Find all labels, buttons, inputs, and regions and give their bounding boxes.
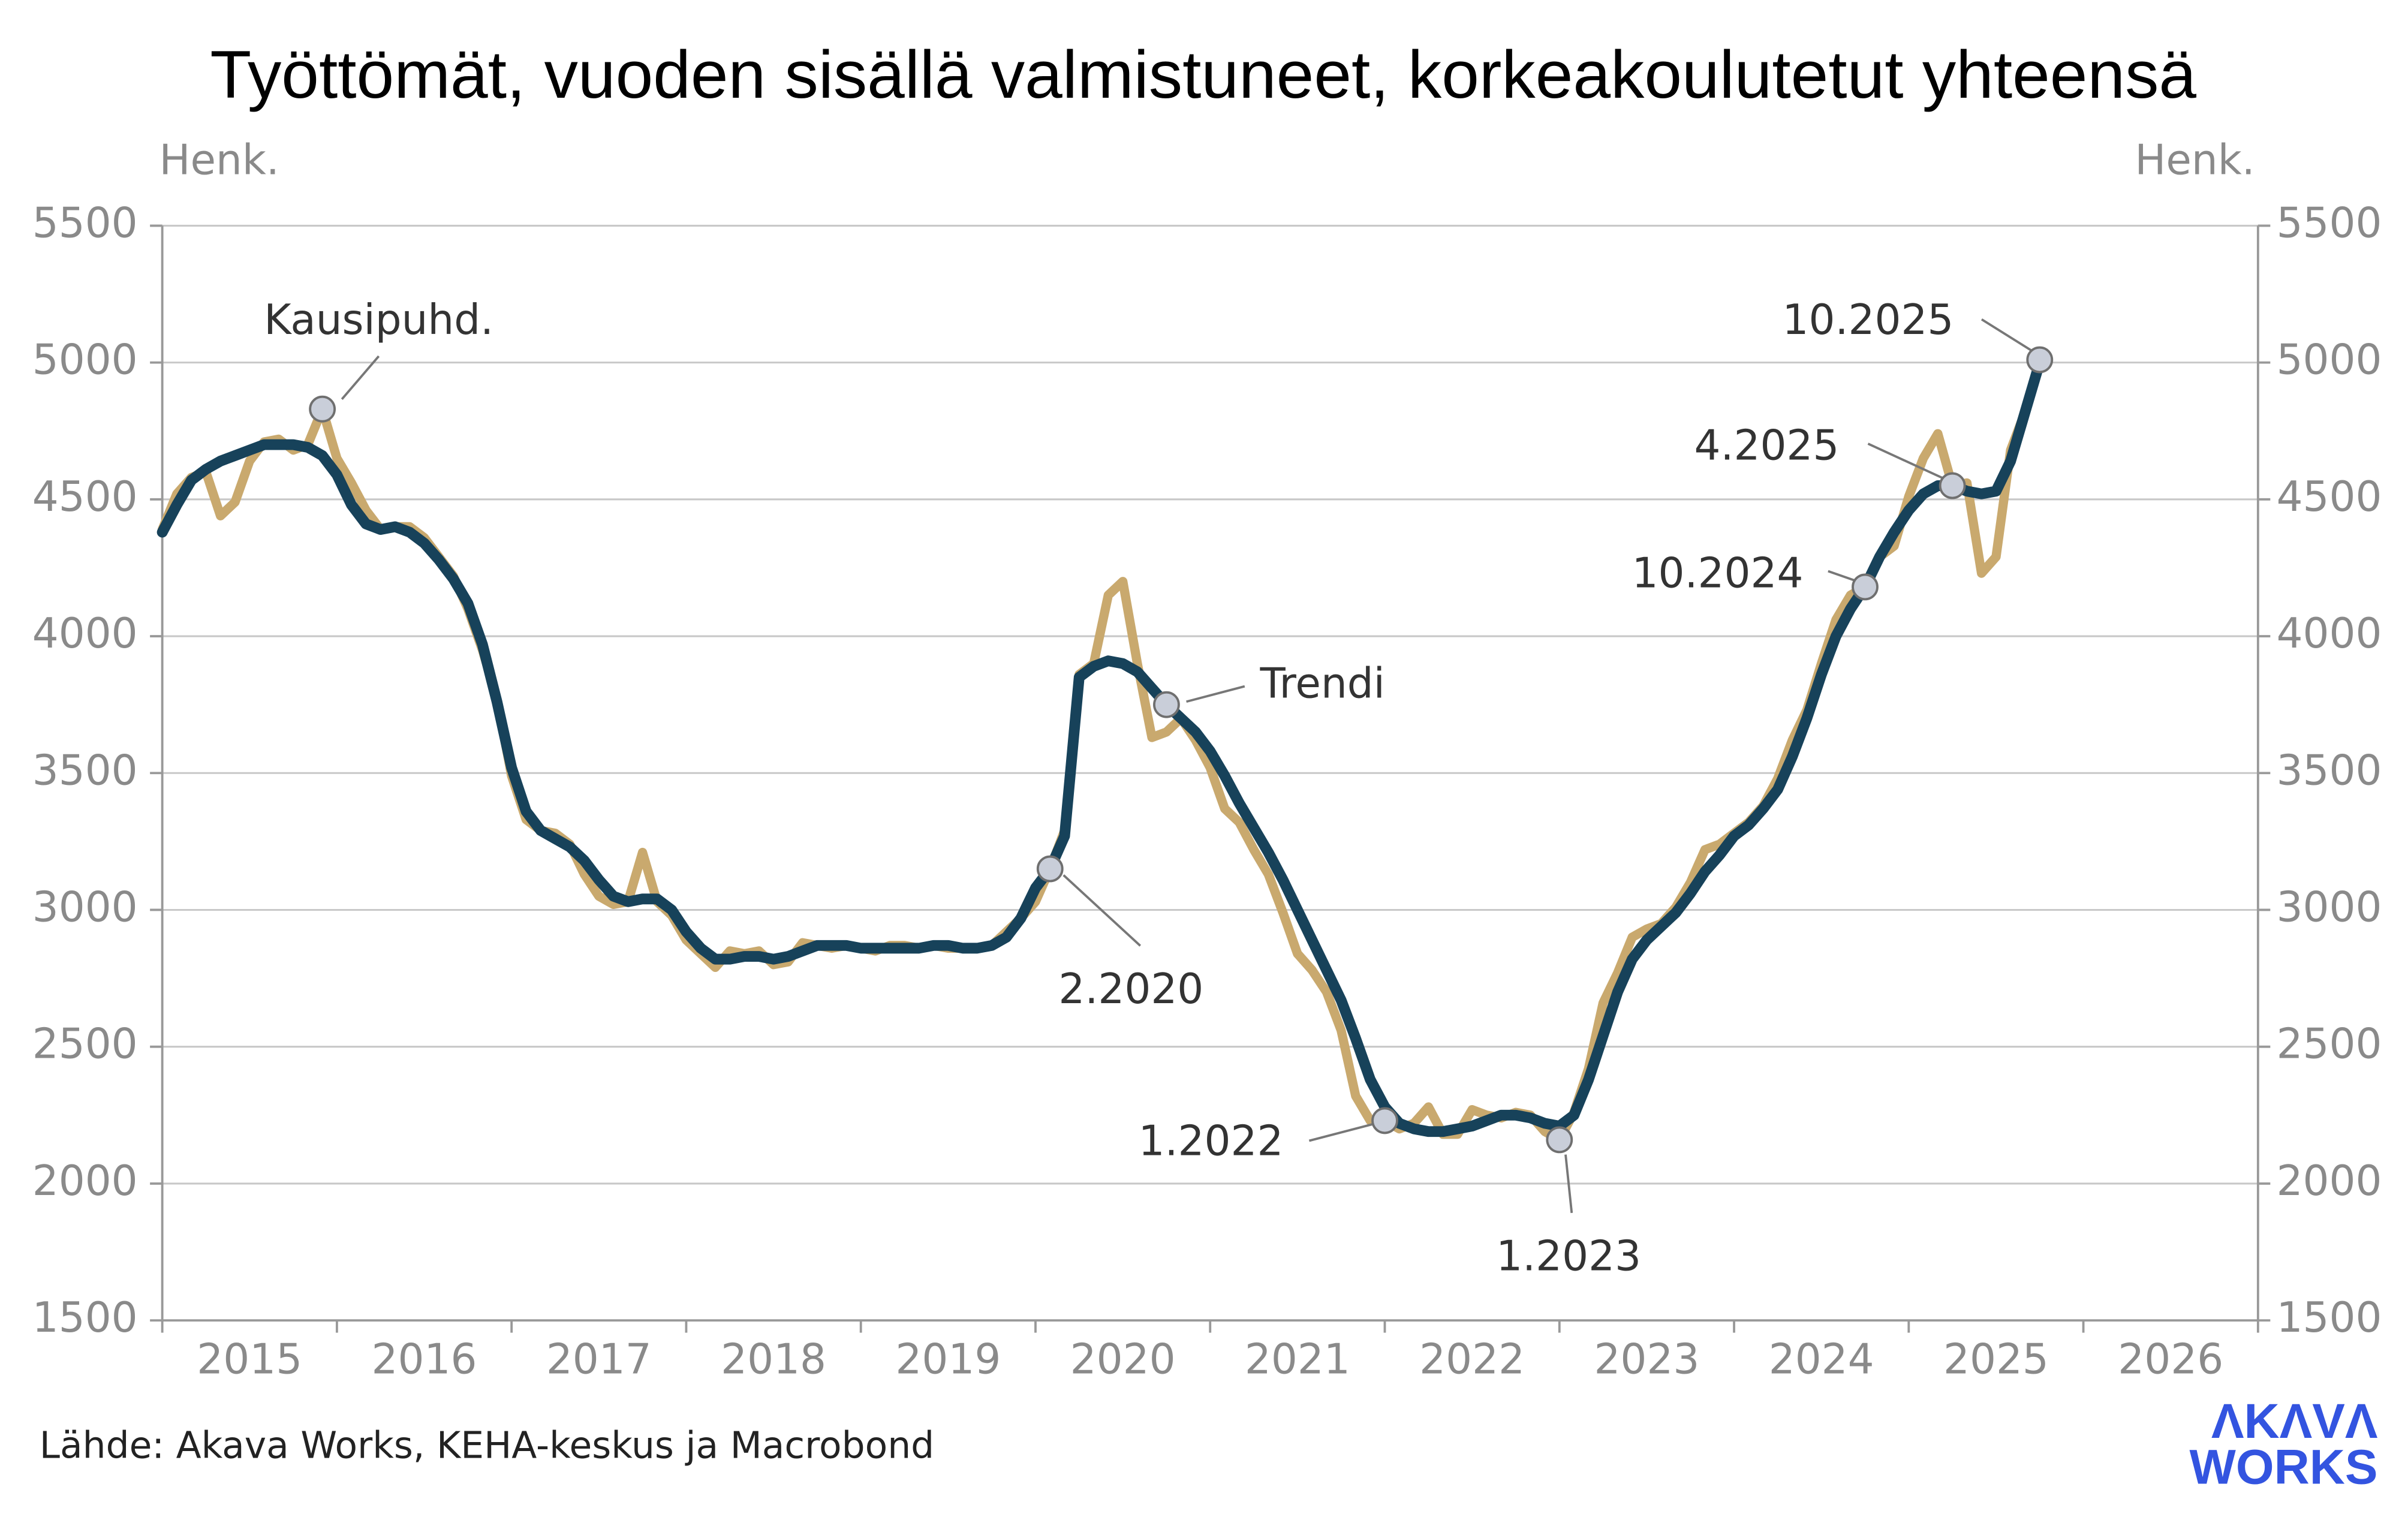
annotation-marker bbox=[309, 395, 336, 423]
annotation-marker bbox=[1371, 1107, 1398, 1134]
y-tick-label: 2500 bbox=[32, 1021, 138, 1068]
annotation-leader bbox=[1564, 1154, 1573, 1214]
y-tick-label: 5000 bbox=[32, 336, 138, 384]
annotation-leader bbox=[1186, 685, 1245, 703]
y-tick-label: 5500 bbox=[32, 199, 138, 247]
annotation-label: Trendi bbox=[1259, 660, 1384, 708]
logo: ΛKΛVΛ bbox=[2211, 1394, 2378, 1449]
y2-tick-label: 2500 bbox=[2277, 1021, 2382, 1068]
annotation-marker bbox=[1153, 691, 1180, 718]
y-tick-label: 3500 bbox=[32, 747, 138, 794]
x-tick-label: 2021 bbox=[1245, 1335, 1350, 1383]
y2-tick-label: 4000 bbox=[2277, 610, 2382, 658]
annotation-label: 1.2023 bbox=[1496, 1233, 1641, 1281]
x-tick-label: 2024 bbox=[1769, 1335, 1874, 1383]
series-line bbox=[156, 357, 2045, 1137]
annotation-label: 1.2022 bbox=[1139, 1118, 1284, 1166]
annotation-label: Kausipuhd. bbox=[264, 296, 493, 344]
x-tick-label: 2017 bbox=[546, 1335, 652, 1383]
y2-tick-label: 5000 bbox=[2277, 336, 2382, 384]
x-tick-label: 2025 bbox=[1943, 1335, 2049, 1383]
x-tick-label: 2023 bbox=[1594, 1335, 1699, 1383]
annotation-marker bbox=[1939, 472, 1966, 499]
annotation-marker bbox=[1546, 1126, 1573, 1154]
y2-tick-label: 2000 bbox=[2277, 1157, 2382, 1205]
y2-tick-label: 3500 bbox=[2277, 747, 2382, 794]
y-tick-label: 3000 bbox=[32, 884, 138, 932]
y2-axis-label: Henk. bbox=[2135, 136, 2255, 184]
source: Lähde: Akava Works, KEHA-keskus ja Macro… bbox=[40, 1425, 934, 1467]
y-tick-label: 4000 bbox=[32, 610, 138, 658]
y-tick-label: 4500 bbox=[32, 473, 138, 521]
y2-tick-label: 4500 bbox=[2277, 473, 2382, 521]
annotation-leader bbox=[341, 355, 380, 401]
y-tick-label: 1500 bbox=[32, 1294, 138, 1342]
x-tick-label: 2016 bbox=[372, 1335, 477, 1383]
annotation-leader bbox=[1867, 443, 1946, 480]
annotation-leader bbox=[1062, 874, 1142, 947]
x-tick-label: 2019 bbox=[895, 1335, 1001, 1383]
y-tick-label: 2000 bbox=[32, 1157, 138, 1205]
annotation-label: 10.2024 bbox=[1632, 549, 1804, 597]
annotation-label: 2.2020 bbox=[1058, 965, 1203, 1013]
x-tick-label: 2018 bbox=[721, 1335, 826, 1383]
annotation-marker bbox=[2026, 346, 2054, 374]
annotation-marker bbox=[1852, 573, 1879, 601]
annotation-label: 4.2025 bbox=[1694, 422, 1840, 470]
y-axis-label: Henk. bbox=[159, 136, 279, 184]
y2-tick-label: 5500 bbox=[2277, 199, 2382, 247]
annotation-leader bbox=[1308, 1121, 1380, 1142]
logo: WORKS bbox=[2190, 1440, 2378, 1495]
chart-title: Työttömät, vuoden sisällä valmistuneet, … bbox=[210, 37, 2196, 112]
y2-tick-label: 1500 bbox=[2277, 1294, 2382, 1342]
x-tick-label: 2022 bbox=[1419, 1335, 1525, 1383]
annotation-marker bbox=[1036, 855, 1064, 883]
annotation-label: 10.2025 bbox=[1783, 296, 1954, 344]
y2-tick-label: 3000 bbox=[2277, 884, 2382, 932]
x-tick-label: 2026 bbox=[2118, 1335, 2223, 1383]
annotation-leader bbox=[1980, 318, 2031, 351]
x-tick-label: 2020 bbox=[1070, 1335, 1176, 1383]
x-tick-label: 2015 bbox=[197, 1335, 302, 1383]
